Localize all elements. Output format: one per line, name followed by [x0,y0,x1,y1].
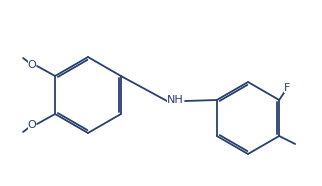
Text: NH: NH [166,95,183,105]
Text: F: F [284,83,290,93]
Text: O: O [28,120,36,130]
Text: O: O [28,60,36,70]
